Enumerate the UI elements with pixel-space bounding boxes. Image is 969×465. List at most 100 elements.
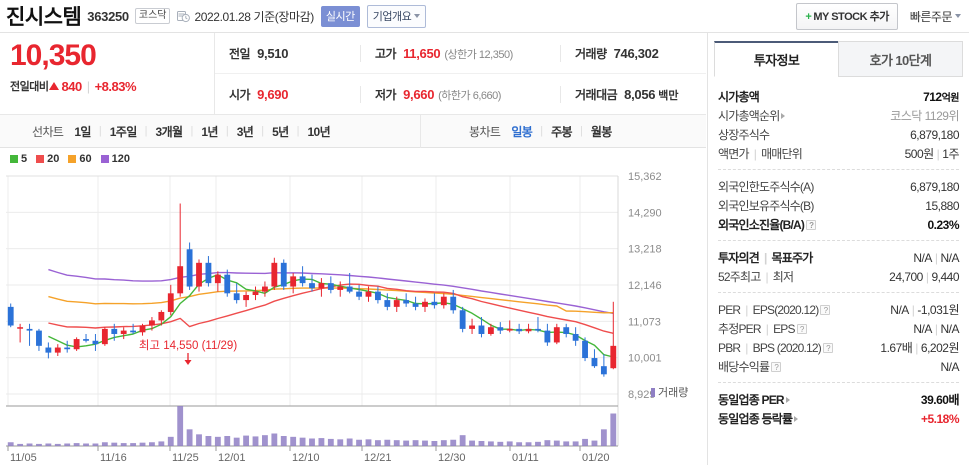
quote-date: 2022.01.28 기준(장마감)	[194, 9, 314, 24]
tab-order-book[interactable]: 호가 10단계	[838, 41, 963, 77]
add-my-stock-button[interactable]: + MY STOCK 추가	[796, 2, 898, 30]
info-label: 외국인소진율(B/A)?	[718, 216, 817, 233]
y-axis-tick: 8,929	[628, 389, 656, 401]
high-cell: 고가 11,650 (상한가 12,350)	[360, 44, 560, 62]
tab-investment-info[interactable]: 투자정보	[714, 41, 838, 77]
info-value-text: 500원	[904, 147, 935, 161]
info-row: 동일업종 등락률 +5.18%	[718, 409, 960, 428]
help-icon[interactable]: ?	[822, 342, 833, 353]
prev-close-cell: 전일 9,510	[215, 45, 360, 62]
info-label-text: 동일업종 PER	[718, 393, 785, 407]
info-value-text: 39.60배	[920, 393, 960, 407]
info-value: 24,700 | 9,440	[889, 270, 959, 284]
info-value: N/A | N/A	[913, 322, 959, 336]
add-my-stock-label: MY STOCK 추가	[813, 10, 889, 23]
info-label-text-2: 매매단위	[761, 147, 803, 161]
tab-candle-weekly[interactable]: 주봉	[551, 124, 572, 139]
low-value: 9,660	[403, 87, 435, 102]
quick-order-label: 빠른주문	[909, 9, 953, 24]
info-label-text: 동일업종 등락률	[718, 412, 793, 426]
info-label-text: 외국인한도주식수(A)	[718, 180, 814, 194]
divider	[214, 33, 215, 115]
tab-period-3m[interactable]: 3개월	[155, 124, 184, 139]
legend-label: 20	[47, 153, 60, 165]
tab-candle-daily[interactable]: 일봉	[511, 124, 533, 139]
info-value-text: 6,879,180	[910, 127, 959, 142]
info-label-text: 외국인보유주식수(B)	[718, 199, 814, 213]
info-value: 39.60배	[920, 391, 960, 408]
clock-icon	[177, 10, 191, 23]
info-value-text-2: N/A	[940, 250, 959, 265]
info-label-text: PER	[718, 302, 741, 317]
quick-order-button[interactable]: 빠른주문	[910, 8, 961, 25]
panel-tabs: 투자정보 호가 10단계	[714, 41, 963, 77]
divider: |	[745, 340, 748, 355]
info-label: PBR | BPS (2020.12)?	[718, 341, 833, 355]
info-row: PBR | BPS (2020.12)? 1.67배 | 6,202원	[718, 338, 960, 357]
upper-limit-value: (상한가 12,350)	[444, 48, 513, 61]
divider: |	[934, 321, 938, 336]
legend-label: 60	[79, 153, 92, 165]
help-icon[interactable]: ?	[796, 323, 807, 334]
divider: |	[936, 147, 940, 161]
info-value-text: N/A	[913, 250, 932, 265]
divider: |	[745, 302, 748, 317]
info-value-text-2: 9,440	[931, 269, 959, 284]
volume-label: 거래량	[575, 46, 607, 61]
divider: |	[540, 125, 544, 137]
divider: |	[915, 341, 918, 355]
info-label: PER | EPS(2020.12)?	[718, 302, 831, 317]
info-label-text: 액면가	[718, 147, 750, 161]
tab-period-1y[interactable]: 1년	[201, 124, 218, 139]
volume-value: 746,302	[613, 45, 659, 61]
x-axis-tick: 12/30	[438, 452, 466, 464]
tab-period-1w[interactable]: 1주일	[109, 124, 138, 139]
chevron-right-icon	[781, 112, 786, 119]
investment-info-panel: 투자정보 호가 10단계 시가총액 712억원 시가총액순위 코스닥 1129위 상장주…	[707, 33, 969, 465]
price-change-rate: +8.83%	[94, 78, 137, 94]
y-axis-tick: 10,001	[628, 353, 662, 365]
x-axis-tick: 12/21	[364, 452, 392, 464]
info-label-text: 시가총액	[718, 90, 760, 104]
info-value-text: 코스닥 1129위	[890, 109, 959, 123]
info-label: 시가총액순위	[718, 107, 786, 124]
info-label: 상장주식수	[718, 126, 770, 143]
divider: |	[925, 269, 929, 284]
quote-row: 시가 9,690 저가 9,660 (하한가 6,660) 거래대금 8,056…	[215, 74, 706, 115]
current-price: 10,350	[10, 39, 97, 72]
info-value: N/A | -1,031원	[890, 301, 959, 318]
tab-period-10y[interactable]: 10년	[307, 124, 331, 139]
y-axis-tick: 11,073	[628, 316, 661, 328]
help-icon[interactable]: ?	[771, 361, 782, 372]
price-change-value: 840	[61, 78, 82, 94]
chevron-down-icon	[414, 13, 421, 18]
tab-period-5y[interactable]: 5년	[272, 124, 289, 139]
info-value-text-2: 6,202원	[920, 341, 960, 355]
info-value-text: 6,879,180	[910, 179, 959, 194]
chart-toolbar: 선차트 1일 | 1주일 | 3개월 | 1년 | 3년 | 5년 | 10년 …	[0, 114, 706, 148]
legend-item-ma20: 20	[36, 153, 59, 165]
price-change-block: 전일대비 840 | +8.83%	[10, 78, 137, 94]
low-cell: 저가 9,660 (하한가 6,660)	[360, 86, 560, 103]
help-icon[interactable]: ?	[806, 219, 817, 230]
info-label-text: 배당수익률	[718, 360, 770, 374]
tab-period-3y[interactable]: 3년	[236, 124, 254, 139]
tab-period-1d[interactable]: 1일	[74, 124, 91, 139]
legend-label: 5	[21, 153, 28, 165]
divider: |	[765, 269, 768, 284]
info-label-text-2: 목표주가	[771, 251, 814, 265]
info-row: 동일업종 PER 39.60배	[718, 390, 960, 409]
plus-icon: +	[805, 10, 812, 23]
info-group: PER | EPS(2020.12)? N/A | -1,031원 추정PER | EPS? N/…	[718, 292, 960, 382]
realtime-badge[interactable]: 실시간	[320, 5, 360, 27]
info-label: 투자의견 | 목표주가	[718, 249, 813, 266]
info-value: 500원 | 1주	[904, 145, 960, 162]
stock-chart[interactable]: 5 20 60 120 15,362 14,290 13,218 12,146 11,0…	[0, 148, 706, 464]
company-overview-button[interactable]: 기업개요	[366, 4, 427, 28]
divider: |	[911, 303, 915, 317]
high-annotation: 최고 14,550 (11/29)	[139, 339, 237, 352]
help-icon[interactable]: ?	[820, 304, 831, 315]
info-value-text: N/A	[940, 359, 959, 374]
tab-candle-monthly[interactable]: 월봉	[590, 124, 612, 139]
